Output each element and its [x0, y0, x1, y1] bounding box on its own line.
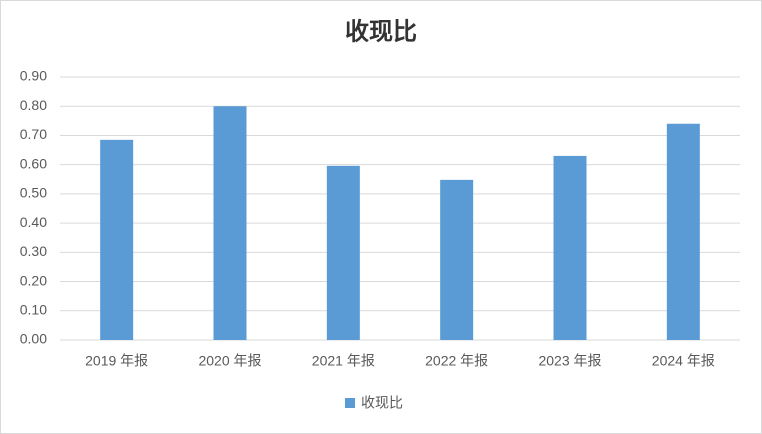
- y-tick-label: 0.70: [20, 126, 47, 142]
- bar: [326, 165, 360, 340]
- bar: [553, 155, 587, 340]
- legend-swatch: [345, 398, 355, 408]
- y-tick-label: 0.30: [20, 243, 47, 259]
- x-tick-label: 2024 年报: [652, 353, 715, 369]
- x-tick-label: 2020 年报: [198, 353, 261, 369]
- bar: [440, 179, 474, 340]
- bar: [666, 123, 700, 340]
- y-tick-label: 0.00: [20, 331, 47, 347]
- x-tick-label: 2019 年报: [85, 353, 148, 369]
- y-tick-label: 0.20: [20, 272, 47, 288]
- x-tick-label: 2022 年报: [425, 353, 488, 369]
- x-tick-label: 2023 年报: [538, 353, 601, 369]
- y-tick-label: 0.10: [20, 301, 47, 317]
- chart-title: 收现比: [345, 18, 417, 45]
- y-tick-label: 0.60: [20, 155, 47, 171]
- y-tick-label: 0.90: [20, 68, 47, 84]
- bar: [100, 139, 134, 340]
- bar: [213, 106, 247, 340]
- y-tick-label: 0.50: [20, 185, 47, 201]
- y-tick-label: 0.80: [20, 97, 47, 113]
- x-tick-label: 2021 年报: [312, 353, 375, 369]
- y-tick-label: 0.40: [20, 214, 47, 230]
- legend-label: 收现比: [361, 395, 403, 411]
